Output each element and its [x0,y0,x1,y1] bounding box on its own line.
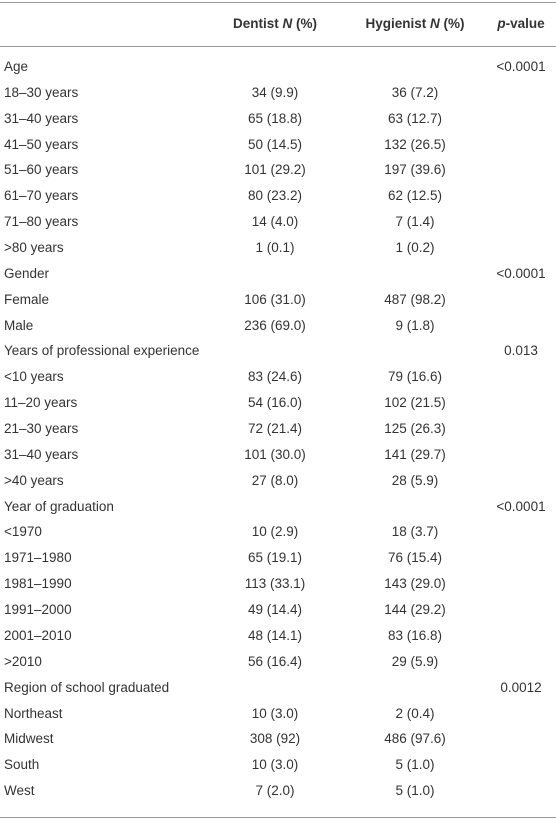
hygienist-value: 144 (29.2) [384,602,446,618]
top-rule [0,2,556,3]
header-rule [0,46,556,47]
p-value: <0.0001 [496,498,546,514]
header-text: (%) [292,16,318,31]
hygienist-value: 2 (0.4) [395,705,435,721]
row-label: 21–30 years [4,421,79,437]
dentist-value: 34 (9.9) [251,84,299,100]
hygienist-value: 141 (29.7) [384,446,446,462]
dentist-value: 80 (23.2) [247,188,303,204]
row-label: Age [4,59,29,74]
p-value: 0.0012 [500,679,542,695]
dentist-value: 10 (3.0) [251,705,299,721]
hygienist-value: 62 (12.5) [387,188,443,204]
header-text: (%) [439,16,465,31]
hygienist-value: 132 (26.5) [384,136,446,152]
dentist-value: 10 (2.9) [251,524,299,540]
dentist-value: 7 (2.0) [255,783,295,799]
hygienist-value: 487 (98.2) [384,291,446,307]
dentist-value: 10 (3.0) [251,757,299,773]
dentist-value: 65 (19.1) [247,550,303,566]
hygienist-value: 29 (5.9) [391,653,439,669]
dentist-value: 49 (14.4) [247,602,303,618]
dentist-value: 101 (30.0) [244,446,306,462]
hygienist-value: 102 (21.5) [384,395,446,411]
row-label: Midwest [4,731,54,747]
hygienist-value: 486 (97.6) [384,731,446,747]
header-cell: Hygienist N (%) [365,14,464,34]
hygienist-value: 83 (16.8) [387,627,443,643]
hygienist-value: 76 (15.4) [387,550,443,566]
header-text: N [430,16,440,31]
dentist-value: 50 (14.5) [247,136,303,152]
header-text: N [282,16,293,31]
row-label: Region of school graduated [4,679,170,695]
row-label: Year of graduation [4,498,114,514]
hygienist-value: 79 (16.6) [387,369,443,385]
hygienist-value: 28 (5.9) [391,472,439,488]
hygienist-value: 9 (1.8) [395,317,435,333]
row-label: <10 years [4,369,64,385]
dentist-value: 56 (16.4) [247,653,303,669]
p-value: 0.013 [504,343,538,359]
row-label: Female [4,291,50,307]
row-label: 41–50 years [4,136,79,152]
dentist-value: 48 (14.1) [247,627,303,643]
dentist-value: 308 (92) [249,731,301,747]
header-text: -value [505,16,545,31]
hygienist-value: 5 (1.0) [395,783,435,799]
row-label: 11–20 years [4,395,78,411]
dentist-value: 14 (4.0) [251,214,299,230]
row-label: West [4,783,35,799]
dentist-value: 106 (31.0) [244,291,306,307]
dentist-value: 65 (18.8) [247,110,303,126]
dentist-value: 236 (69.0) [244,317,306,333]
row-label: Male [4,317,34,333]
dentist-value: 1 (0.1) [255,240,295,256]
bottom-rule [0,817,556,818]
row-label: 61–70 years [4,188,79,204]
row-label: >40 years [4,472,64,488]
row-label: Years of professional experience [4,343,200,359]
hygienist-value: 143 (29.0) [384,576,446,592]
header-cell: Dentist N (%) [233,14,317,34]
header-text: p [497,16,506,31]
header-cell: p-value [497,14,544,34]
hygienist-value: 18 (3.7) [391,524,439,540]
row-label: 1981–1990 [4,576,72,592]
dentist-value: 27 (8.0) [251,472,299,488]
row-label: 2001–2010 [4,627,72,643]
row-label: Northeast [4,705,63,721]
row-label: Gender [4,265,50,281]
row-label: >2010 [4,653,42,669]
hygienist-value: 36 (7.2) [391,84,439,100]
p-value: <0.0001 [496,265,546,281]
row-label: 71–80 years [4,214,79,230]
dentist-value: 113 (33.1) [244,576,306,592]
row-label: 1971–1980 [4,550,72,566]
row-label: 31–40 years [4,110,79,126]
dentist-value: 72 (21.4) [247,421,303,437]
row-label: 18–30 years [4,84,79,100]
hygienist-value: 197 (39.6) [384,162,446,178]
p-value: <0.0001 [496,59,546,74]
dentist-value: 54 (16.0) [247,395,303,411]
row-label: 51–60 years [4,162,79,178]
row-label: 1991–2000 [4,602,72,618]
row-label: 31–40 years [4,446,79,462]
dentist-value: 101 (29.2) [244,162,306,178]
hygienist-value: 1 (0.2) [395,240,435,256]
hygienist-value: 63 (12.7) [387,110,443,126]
row-label: <1970 [4,524,42,540]
header-text: Dentist [232,16,283,31]
row-label: >80 years [4,240,64,256]
header-text: Hygienist [365,16,431,31]
dentist-value: 83 (24.6) [247,369,303,385]
hygienist-value: 125 (26.3) [384,421,446,437]
row-label: South [4,757,40,773]
hygienist-value: 5 (1.0) [395,757,435,773]
hygienist-value: 7 (1.4) [395,214,435,230]
